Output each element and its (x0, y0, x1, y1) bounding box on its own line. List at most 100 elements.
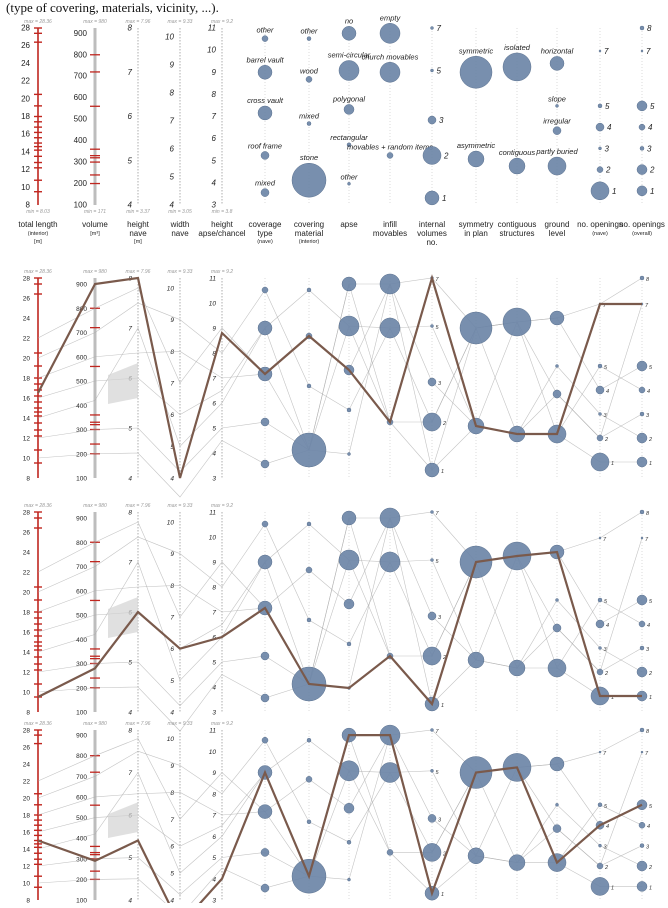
tick-label-wnave: 9 (170, 763, 174, 770)
tick-label-length: 28 (23, 728, 31, 735)
background-case-line (37, 517, 643, 673)
tick-label-volume: 300 (76, 856, 87, 863)
tick-label-length: 16 (21, 130, 30, 139)
min-label-wnave: min = 3.05 (168, 209, 192, 215)
tick-label-hnave: 4 (128, 201, 133, 210)
category-label-apse: polygonal (332, 94, 365, 103)
max-label-hapse: max = 9.2 (211, 269, 233, 275)
tick-label-length: 16 (23, 830, 31, 837)
category-label-opnave: 1 (611, 695, 614, 701)
axis-title-internal: volumes (417, 229, 447, 238)
category-label-opnave: 4 (606, 623, 609, 629)
bubble-opnave-5 (597, 597, 603, 603)
bubble-opnave-1 (590, 877, 610, 896)
tick-label-length: 24 (23, 316, 31, 323)
bubble-apse-rectangular (346, 839, 352, 845)
tick-label-length: 8 (26, 476, 30, 483)
bubble-internal-3 (427, 115, 437, 125)
category-label-opnave: 1 (611, 461, 614, 467)
panel-4: max = 28.36 max = 980 max = 7.96 max = 9.33… (23, 721, 653, 908)
tick-label-length: 8 (26, 710, 30, 717)
category-label-opall: 3 (646, 413, 650, 419)
bubble-opall-3 (639, 645, 645, 651)
axis-title-coverage: (nave) (257, 239, 273, 245)
category-label-opnave: 1 (612, 187, 616, 196)
tick-label-length: 10 (21, 183, 30, 192)
bubble-apse-no (341, 510, 357, 526)
bubble-opnave-3 (598, 843, 602, 848)
tick-label-hnave: 5 (128, 855, 132, 862)
bubble-opall-4 (638, 123, 646, 131)
tick-label-length: 16 (23, 396, 31, 403)
bubble-coverage-cross-vault (257, 804, 273, 819)
category-label-opnave: 7 (604, 47, 609, 56)
category-label-opnave: 3 (605, 144, 610, 153)
category-label-internal: 3 (438, 817, 442, 823)
category-label-ground: irregular (543, 117, 571, 126)
category-label-internal: 1 (442, 194, 446, 203)
tick-label-wnave: 5 (170, 172, 175, 181)
max-label-hapse: max = 9.2 (211, 721, 233, 727)
tick-label-hnave: 7 (128, 326, 132, 333)
bubble-internal-2 (422, 412, 442, 432)
category-label-infill: empty (380, 13, 402, 22)
tick-label-hapse: 11 (208, 24, 216, 33)
tick-label-volume: 900 (76, 282, 87, 289)
tick-label-volume: 700 (76, 330, 87, 337)
bubble-ground-slope (555, 364, 559, 368)
bubble-internal-5 (430, 558, 434, 562)
tick-label-wnave: 7 (170, 817, 174, 824)
tick-label-hapse: 7 (212, 376, 216, 383)
bubble-apse-other (347, 452, 351, 456)
bubble-opall-7 (640, 49, 644, 53)
tick-label-wnave: 6 (170, 844, 174, 851)
category-label-opnave: 7 (603, 303, 607, 309)
category-label-coverage: other (256, 26, 274, 35)
min-label-volume: min = 171 (84, 209, 106, 215)
category-label-internal: 7 (436, 277, 440, 283)
bubble-opnave-3 (598, 146, 602, 151)
category-label-coverage: cross vault (247, 96, 284, 105)
tick-label-volume: 100 (76, 476, 87, 483)
caption-fragment: (type of covering, materials, vicinity, … (6, 0, 219, 15)
tick-label-hapse: 8 (212, 791, 216, 798)
bubble-material-wood (305, 776, 313, 783)
tick-label-length: 16 (23, 630, 31, 637)
bubble-opnave-4 (595, 385, 605, 395)
tick-label-volume: 400 (76, 637, 87, 644)
bubble-opnave-3 (598, 646, 602, 650)
tick-label-length: 12 (21, 165, 30, 174)
tick-label-length: 12 (23, 436, 31, 443)
bubble-coverage-other (261, 35, 269, 42)
tick-label-hapse: 10 (209, 301, 217, 308)
category-label-opall: 1 (649, 695, 652, 701)
category-label-coverage: mixed (255, 179, 276, 188)
bubble-opall-8 (639, 509, 645, 515)
tick-label-hapse: 4 (212, 178, 217, 187)
category-label-internal: 3 (439, 116, 444, 125)
bubble-opall-8 (639, 275, 645, 281)
category-label-opall: 7 (646, 47, 651, 56)
category-label-internal: 3 (438, 615, 442, 621)
tick-label-wnave: 5 (170, 678, 174, 685)
bubble-apse-semi-circular (338, 60, 360, 81)
bubble-ground-slope (555, 803, 559, 807)
category-label-opnave: 4 (607, 123, 612, 132)
tick-label-length: 20 (23, 356, 31, 363)
tick-label-volume: 800 (74, 50, 88, 59)
tick-label-volume: 500 (76, 613, 87, 620)
axis-title-opall: no. openings (619, 220, 665, 229)
tick-label-volume: 100 (74, 201, 88, 210)
tick-label-length: 26 (21, 41, 30, 50)
background-case-line (37, 511, 643, 657)
bubble-internal-7 (430, 510, 434, 514)
axis-title-ground: level (549, 229, 566, 238)
category-label-opnave: 2 (605, 166, 611, 175)
tick-label-hapse: 6 (212, 834, 216, 841)
bubble-coverage-barrel-vault (257, 65, 273, 80)
tick-label-wnave: 7 (170, 116, 175, 125)
tick-label-volume: 500 (76, 815, 87, 822)
axis-title-hapse: height (211, 220, 234, 229)
bubble-material-other (306, 287, 312, 293)
